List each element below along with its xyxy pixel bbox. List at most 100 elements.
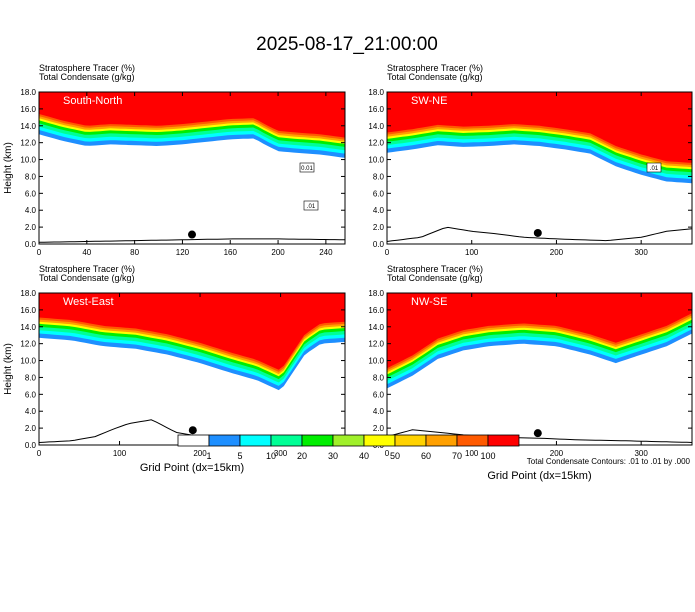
panel-0: 0 40 80 120 160 200 240 0.0 2.0 4.0 6.0 8.0 10.0 12.0… — [3, 63, 346, 257]
y-tick-label: 2.0 — [373, 424, 385, 433]
colorbar-swatch — [332, 434, 365, 447]
x-tick-label: 200 — [550, 449, 564, 458]
x-tick-label: 100 — [465, 449, 479, 458]
y-tick-label: 4.0 — [373, 407, 385, 416]
y-tick-label: 10.0 — [20, 357, 36, 366]
y-tick-label: 4.0 — [25, 206, 37, 215]
location-marker — [533, 429, 542, 438]
colorbar: 1 5 10 20 30 40 50 60 70 100 — [177, 434, 520, 461]
y-tick-label: 14.0 — [20, 122, 36, 131]
x-tick-label: 0 — [37, 248, 42, 257]
y-tick-label: 6.0 — [25, 189, 37, 198]
colorbar-swatch — [363, 434, 396, 447]
x-tick-label: 200 — [193, 449, 207, 458]
x-tick-label: 0 — [385, 449, 390, 458]
tracer-field — [39, 293, 345, 445]
y-tick-label: 8.0 — [25, 172, 37, 181]
y-tick-label: 4.0 — [25, 407, 37, 416]
x-tick-label: 160 — [224, 248, 238, 257]
subtitle-line1: Stratosphere Tracer (%) — [387, 264, 483, 274]
x-tick-label: 300 — [634, 248, 648, 257]
panel-label: SW-NE — [411, 95, 447, 107]
colorbar-label: 20 — [297, 451, 307, 461]
plot-frame — [38, 91, 346, 245]
y-tick-label: 12.0 — [20, 340, 36, 349]
y-tick-label: 14.0 — [368, 122, 384, 131]
y-tick-label: 2.0 — [25, 424, 37, 433]
colorbar-label: 30 — [328, 451, 338, 461]
panels-group: 0 40 80 120 160 200 2400.02.04.06.08.010.012.0… — [3, 63, 693, 482]
colorbar-swatch — [270, 434, 303, 447]
y-tick-label: 6.0 — [373, 189, 385, 198]
chart-title: 2025-08-17_21:00:00 — [256, 34, 438, 55]
y-tick-label: 10.0 — [20, 156, 36, 165]
subtitle-line2: Total Condensate (g/kg) — [387, 273, 483, 283]
colorbar-swatch — [394, 434, 427, 447]
y-tick-label: 4.0 — [373, 206, 385, 215]
colorbar-swatch — [425, 434, 458, 447]
colorbar-label: 5 — [237, 451, 242, 461]
tracer-field — [387, 92, 692, 244]
tracer-band-7 — [387, 92, 692, 163]
plot-frame — [386, 91, 693, 245]
x-tick-label: 100 — [465, 248, 479, 257]
y-tick-label: 8.0 — [373, 373, 385, 382]
y-tick-label: 10.0 — [368, 156, 384, 165]
x-tick-label: 0 — [385, 248, 390, 257]
y-tick-label: 14.0 — [368, 323, 384, 332]
y-tick-label: 14.0 — [20, 323, 36, 332]
x-tick-label: 240 — [319, 248, 333, 257]
x-tick-label: 300 — [634, 449, 648, 458]
y-tick-label: 2.0 — [373, 223, 385, 232]
x-axis-label: Grid Point (dx=15km) — [140, 462, 244, 474]
location-marker — [533, 228, 542, 237]
y-tick-label: 10.0 — [368, 357, 384, 366]
y-tick-label: 0.0 — [25, 441, 37, 450]
x-tick-label: 200 — [550, 248, 564, 257]
colorbar-label: 10 — [266, 451, 276, 461]
colorbar-swatch — [487, 434, 520, 447]
subtitle-line1: Stratosphere Tracer (%) — [39, 63, 135, 73]
x-tick-label: 300 — [274, 449, 288, 458]
contour-label: .01 — [307, 204, 316, 210]
colorbar-swatch — [208, 434, 241, 447]
subtitle-line2: Total Condensate (g/kg) — [387, 72, 483, 82]
x-axis-label: Grid Point (dx=15km) — [487, 470, 591, 482]
panel-1: 0 100 200 300 0.0 2.0 4.0 6.0 8.0 10.0 12.0 14.0 16.… — [368, 63, 693, 257]
colorbar-label: 70 — [452, 451, 462, 461]
y-tick-label: 16.0 — [368, 306, 384, 315]
x-tick-label: 100 — [113, 449, 127, 458]
colorbar-label: 100 — [480, 451, 495, 461]
x-tick-label: 80 — [130, 248, 139, 257]
panel-label: South-North — [63, 95, 122, 107]
panel-3: 01002003000.02.04.06.08.010.012.014.016.… — [368, 264, 693, 482]
tracer-band-7 — [39, 293, 345, 370]
y-tick-label: 18.0 — [368, 88, 384, 97]
tracer-band-7 — [39, 92, 345, 138]
x-tick-label: 0 — [37, 449, 42, 458]
y-tick-label: 8.0 — [25, 373, 37, 382]
tracer-field — [39, 92, 345, 244]
colorbar-label: 50 — [390, 451, 400, 461]
contour-label: 0.01 — [301, 166, 313, 172]
y-tick-label: 12.0 — [20, 139, 36, 148]
panel-2: 0 100 200 300 0.0 2.0 4.0 6.0 8.0 10.0 12.0 14.0 16.… — [3, 264, 346, 474]
y-axis-label: Height (km) — [3, 343, 14, 395]
terrain-line — [387, 226, 692, 242]
panel-label: NW-SE — [411, 296, 447, 308]
y-tick-label: 18.0 — [20, 289, 36, 298]
panel-label: West-East — [63, 296, 114, 308]
location-marker — [188, 230, 196, 239]
contour-label-box — [646, 162, 662, 173]
y-tick-label: 18.0 — [20, 88, 36, 97]
subtitle-line1: Stratosphere Tracer (%) — [39, 264, 135, 274]
y-axis-label: Height (km) — [3, 142, 14, 194]
x-tick-label: 120 — [176, 248, 190, 257]
contour-label: .01 — [650, 166, 659, 172]
subtitle-line1: Stratosphere Tracer (%) — [387, 63, 483, 73]
colorbar-swatch — [301, 434, 334, 447]
subtitle-line2: Total Condensate (g/kg) — [39, 273, 135, 283]
y-tick-label: 18.0 — [368, 289, 384, 298]
y-tick-label: 8.0 — [373, 172, 385, 181]
